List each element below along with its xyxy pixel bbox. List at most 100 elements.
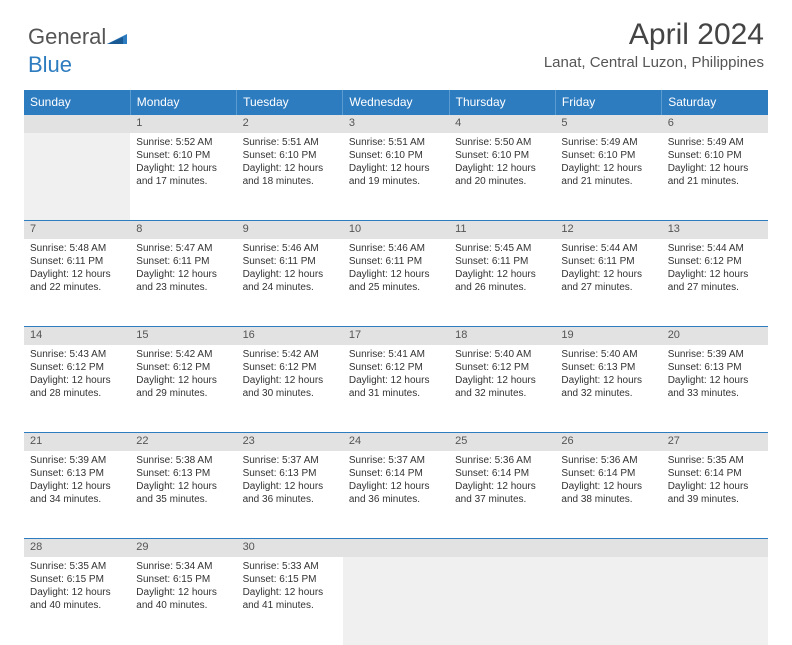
day-info-line: and 28 minutes.	[30, 387, 124, 400]
day-number-cell: 2	[237, 115, 343, 133]
day-info-line: and 31 minutes.	[349, 387, 443, 400]
day-info-line: Sunrise: 5:39 AM	[30, 454, 124, 467]
day-info-line: Sunset: 6:15 PM	[30, 573, 124, 586]
day-info-line: Sunset: 6:12 PM	[349, 361, 443, 374]
day-number-cell	[449, 539, 555, 557]
day-info-line: Daylight: 12 hours	[30, 480, 124, 493]
day-body-cell: Sunrise: 5:37 AMSunset: 6:13 PMDaylight:…	[237, 451, 343, 539]
day-info-line: and 40 minutes.	[30, 599, 124, 612]
day-info-line: and 38 minutes.	[561, 493, 655, 506]
day-info-line: Daylight: 12 hours	[243, 586, 337, 599]
day-number-cell: 25	[449, 433, 555, 451]
day-number-cell: 15	[130, 327, 236, 345]
day-info-line: Daylight: 12 hours	[30, 268, 124, 281]
day-body-cell: Sunrise: 5:46 AMSunset: 6:11 PMDaylight:…	[237, 239, 343, 327]
day-info-line: Daylight: 12 hours	[30, 374, 124, 387]
day-info-line: Daylight: 12 hours	[243, 268, 337, 281]
day-info-line: Sunset: 6:11 PM	[30, 255, 124, 268]
day-body-row: Sunrise: 5:35 AMSunset: 6:15 PMDaylight:…	[24, 557, 768, 645]
day-body-cell: Sunrise: 5:39 AMSunset: 6:13 PMDaylight:…	[24, 451, 130, 539]
day-number-cell	[24, 115, 130, 133]
day-info-line: Daylight: 12 hours	[455, 162, 549, 175]
day-info-line: Sunset: 6:12 PM	[30, 361, 124, 374]
page-title: April 2024	[544, 18, 764, 52]
day-body-cell: Sunrise: 5:42 AMSunset: 6:12 PMDaylight:…	[130, 345, 236, 433]
day-info-line: and 32 minutes.	[561, 387, 655, 400]
day-info-line: Sunset: 6:14 PM	[455, 467, 549, 480]
day-info-line: Daylight: 12 hours	[455, 480, 549, 493]
day-info-line: and 37 minutes.	[455, 493, 549, 506]
day-number-cell: 9	[237, 221, 343, 239]
day-info-line: and 41 minutes.	[243, 599, 337, 612]
day-body-cell: Sunrise: 5:36 AMSunset: 6:14 PMDaylight:…	[449, 451, 555, 539]
day-info-line: Sunrise: 5:42 AM	[243, 348, 337, 361]
day-header: Thursday	[449, 90, 555, 115]
brand-part1: General	[28, 24, 106, 49]
day-number-cell: 6	[662, 115, 768, 133]
day-body-cell: Sunrise: 5:45 AMSunset: 6:11 PMDaylight:…	[449, 239, 555, 327]
day-info-line: Sunset: 6:10 PM	[561, 149, 655, 162]
day-body-cell: Sunrise: 5:51 AMSunset: 6:10 PMDaylight:…	[237, 133, 343, 221]
day-info-line: Sunset: 6:13 PM	[136, 467, 230, 480]
day-info-line: Sunset: 6:10 PM	[668, 149, 762, 162]
day-number-cell	[662, 539, 768, 557]
calendar-table: SundayMondayTuesdayWednesdayThursdayFrid…	[24, 90, 768, 645]
day-info-line: Sunset: 6:13 PM	[30, 467, 124, 480]
day-body-cell: Sunrise: 5:40 AMSunset: 6:12 PMDaylight:…	[449, 345, 555, 433]
day-info-line: Daylight: 12 hours	[668, 162, 762, 175]
day-number-cell: 8	[130, 221, 236, 239]
title-block: April 2024 Lanat, Central Luzon, Philipp…	[544, 18, 764, 71]
day-info-line: Sunrise: 5:42 AM	[136, 348, 230, 361]
day-info-line: Sunrise: 5:37 AM	[349, 454, 443, 467]
day-number-cell: 3	[343, 115, 449, 133]
day-number-cell: 5	[555, 115, 661, 133]
day-info-line: Daylight: 12 hours	[349, 480, 443, 493]
day-info-line: and 27 minutes.	[668, 281, 762, 294]
day-info-line: Daylight: 12 hours	[136, 586, 230, 599]
day-info-line: Sunrise: 5:49 AM	[668, 136, 762, 149]
day-body-cell	[24, 133, 130, 221]
day-info-line: Sunrise: 5:36 AM	[455, 454, 549, 467]
day-info-line: Daylight: 12 hours	[561, 480, 655, 493]
day-body-row: Sunrise: 5:39 AMSunset: 6:13 PMDaylight:…	[24, 451, 768, 539]
day-body-cell: Sunrise: 5:36 AMSunset: 6:14 PMDaylight:…	[555, 451, 661, 539]
day-info-line: Sunset: 6:14 PM	[561, 467, 655, 480]
day-info-line: Sunset: 6:12 PM	[136, 361, 230, 374]
day-info-line: Sunset: 6:11 PM	[455, 255, 549, 268]
day-info-line: and 23 minutes.	[136, 281, 230, 294]
day-info-line: Daylight: 12 hours	[668, 480, 762, 493]
day-info-line: Sunset: 6:10 PM	[349, 149, 443, 162]
day-number-cell	[555, 539, 661, 557]
day-body-cell: Sunrise: 5:35 AMSunset: 6:15 PMDaylight:…	[24, 557, 130, 645]
day-info-line: Daylight: 12 hours	[243, 374, 337, 387]
day-number-cell: 23	[237, 433, 343, 451]
day-info-line: Sunrise: 5:36 AM	[561, 454, 655, 467]
day-info-line: and 34 minutes.	[30, 493, 124, 506]
day-body-cell: Sunrise: 5:39 AMSunset: 6:13 PMDaylight:…	[662, 345, 768, 433]
day-body-cell: Sunrise: 5:33 AMSunset: 6:15 PMDaylight:…	[237, 557, 343, 645]
day-info-line: and 24 minutes.	[243, 281, 337, 294]
brand-part2: Blue	[28, 52, 72, 77]
day-info-line: and 29 minutes.	[136, 387, 230, 400]
day-info-line: Daylight: 12 hours	[349, 268, 443, 281]
day-info-line: Sunrise: 5:35 AM	[668, 454, 762, 467]
day-number-cell: 29	[130, 539, 236, 557]
day-info-line: Sunrise: 5:38 AM	[136, 454, 230, 467]
day-info-line: Sunset: 6:10 PM	[136, 149, 230, 162]
day-info-line: Sunset: 6:13 PM	[668, 361, 762, 374]
day-body-cell: Sunrise: 5:49 AMSunset: 6:10 PMDaylight:…	[662, 133, 768, 221]
day-body-cell: Sunrise: 5:43 AMSunset: 6:12 PMDaylight:…	[24, 345, 130, 433]
day-body-cell: Sunrise: 5:44 AMSunset: 6:11 PMDaylight:…	[555, 239, 661, 327]
day-number-cell: 22	[130, 433, 236, 451]
day-info-line: Sunset: 6:14 PM	[349, 467, 443, 480]
daynum-row: 123456	[24, 115, 768, 133]
day-info-line: Sunrise: 5:50 AM	[455, 136, 549, 149]
day-body-row: Sunrise: 5:52 AMSunset: 6:10 PMDaylight:…	[24, 133, 768, 221]
day-info-line: Sunset: 6:13 PM	[561, 361, 655, 374]
day-number-cell: 19	[555, 327, 661, 345]
day-info-line: Sunrise: 5:40 AM	[455, 348, 549, 361]
day-info-line: and 32 minutes.	[455, 387, 549, 400]
day-body-cell: Sunrise: 5:34 AMSunset: 6:15 PMDaylight:…	[130, 557, 236, 645]
day-header: Tuesday	[237, 90, 343, 115]
day-info-line: Sunrise: 5:39 AM	[668, 348, 762, 361]
